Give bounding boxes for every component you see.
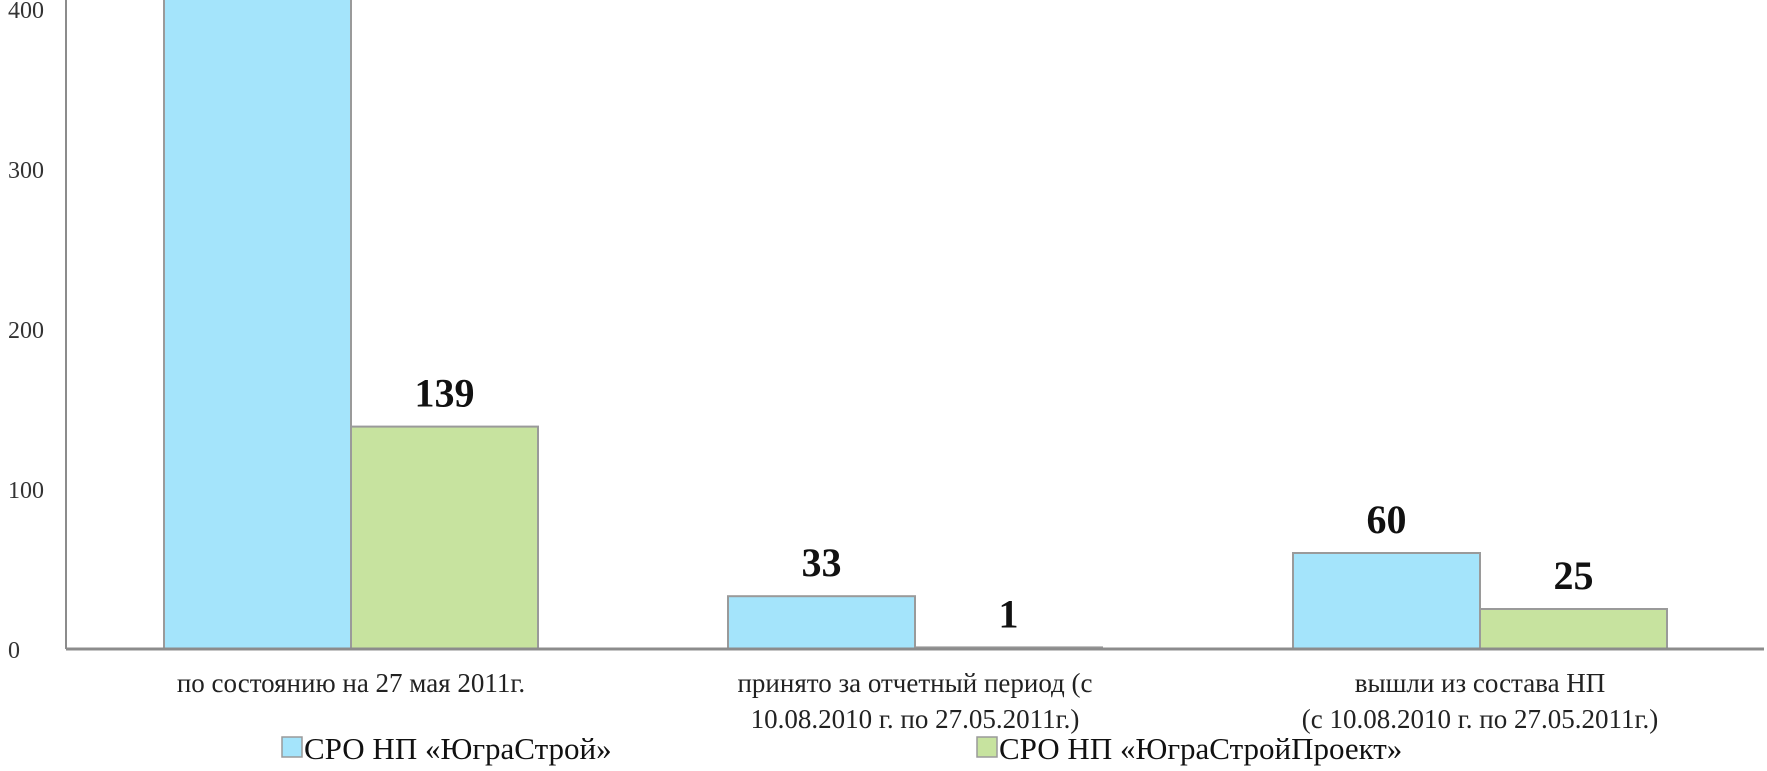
data-label: 1 xyxy=(999,591,1019,636)
legend-swatch xyxy=(281,736,303,758)
x-category-label-line: 10.08.2010 г. по 27.05.2011г.) xyxy=(751,704,1080,734)
x-category-label-line: принято за отчетный период (с xyxy=(737,668,1092,698)
bars xyxy=(163,0,1668,651)
y-tick-label: 100 xyxy=(8,478,44,504)
x-category-label-line: вышли из состава НП xyxy=(1355,668,1606,698)
bar xyxy=(727,595,916,651)
data-labels: 33 60 139 1 25 xyxy=(415,371,1594,637)
bar xyxy=(350,425,539,650)
y-axis: 0 100 200 300 400 xyxy=(8,0,67,664)
bar xyxy=(1479,608,1668,650)
x-axis-labels: по состоянию на 27 мая 2011г. принято за … xyxy=(177,668,1658,734)
data-label: 139 xyxy=(415,371,475,416)
y-tick-label: 300 xyxy=(8,158,44,184)
x-category-label: по состоянию на 27 мая 2011г. xyxy=(177,668,525,698)
data-label: 33 xyxy=(802,540,842,585)
data-label: 25 xyxy=(1554,553,1594,598)
legend-label: СРО НП «ЮграСтрой» xyxy=(304,731,612,766)
data-label: 60 xyxy=(1367,497,1407,542)
y-tick-label: 0 xyxy=(8,638,20,664)
bar xyxy=(1292,552,1481,650)
x-category-label-line: по состоянию на 27 мая 2011г. xyxy=(177,668,525,698)
y-tick-label: 200 xyxy=(8,318,44,344)
legend-swatch xyxy=(976,736,998,758)
legend-label: СРО НП «ЮграСтройПроект» xyxy=(999,731,1402,766)
y-tick-label: 400 xyxy=(8,0,44,24)
bar xyxy=(163,0,352,650)
x-category-label: вышли из состава НП (с 10.08.2010 г. по 2… xyxy=(1302,668,1658,734)
legend: СРО НП «ЮграСтрой» СРО НП «ЮграСтройПроек… xyxy=(281,731,1402,766)
x-category-label-line: (с 10.08.2010 г. по 27.05.2011г.) xyxy=(1302,704,1658,734)
x-category-label: принято за отчетный период (с 10.08.2010 … xyxy=(737,668,1092,734)
